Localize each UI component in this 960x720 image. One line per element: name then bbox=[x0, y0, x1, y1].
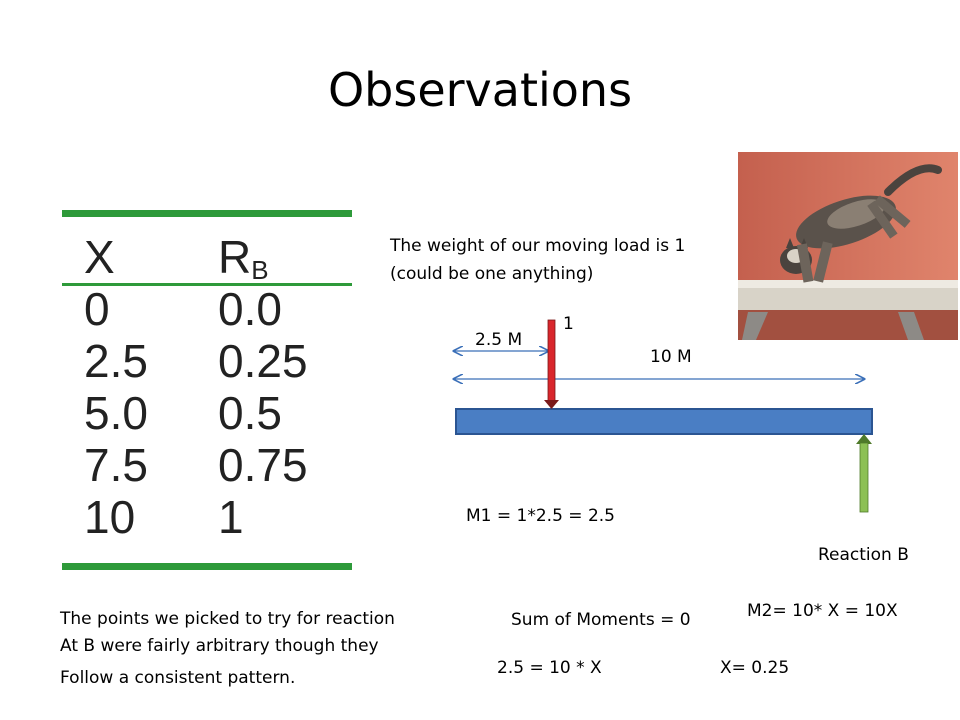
table-cell-x: 10 bbox=[84, 491, 136, 543]
table-header-r-subscript: B bbox=[251, 255, 269, 285]
table-bottom-rule bbox=[62, 563, 352, 570]
cat-on-beam-photo bbox=[738, 152, 958, 340]
table-header-r-main: R bbox=[218, 231, 252, 283]
moment1-equation: M1 = 1*2.5 = 2.5 bbox=[466, 506, 615, 526]
table-header-x: X bbox=[84, 231, 115, 283]
dimension-2-5m-label: 2.5 M bbox=[475, 330, 523, 350]
table-cell-rb: 1 bbox=[218, 491, 244, 543]
beam-diagram bbox=[440, 306, 890, 516]
load-description-line1: The weight of our moving load is 1 bbox=[390, 236, 686, 256]
table-cell-rb: 0.25 bbox=[218, 335, 308, 387]
reaction-b-label: Reaction B bbox=[818, 545, 909, 565]
observation-table: X RB 0 0.0 2.5 0.25 5.0 0.5 7.5 0.75 10 … bbox=[62, 210, 352, 570]
table-cell-rb: 0.75 bbox=[218, 439, 308, 491]
load-description-line2: (could be one anything) bbox=[390, 264, 594, 284]
table-header-rule bbox=[62, 283, 352, 286]
notes-line2: At B were fairly arbitrary though they bbox=[60, 636, 379, 656]
notes-line1: The points we picked to try for reaction bbox=[60, 609, 395, 629]
table-cell-x: 7.5 bbox=[84, 439, 148, 491]
table-cell-x: 2.5 bbox=[84, 335, 148, 387]
beam bbox=[455, 408, 873, 435]
sum-of-moments: Sum of Moments = 0 bbox=[511, 610, 691, 630]
table-cell-x: 5.0 bbox=[84, 387, 148, 439]
slide-title: Observations bbox=[327, 63, 633, 117]
load-magnitude-label: 1 bbox=[563, 314, 574, 334]
table-header-r: RB bbox=[218, 232, 269, 295]
table-top-rule bbox=[62, 210, 352, 217]
reaction-arrow bbox=[856, 434, 872, 513]
table-cell-x: 0 bbox=[84, 283, 110, 335]
dimension-10m-label: 10 M bbox=[650, 347, 692, 367]
table-cell-rb: 0.0 bbox=[218, 283, 282, 335]
balance-equation: 2.5 = 10 * X bbox=[497, 658, 602, 678]
load-arrow bbox=[544, 319, 559, 409]
notes-line3: Follow a consistent pattern. bbox=[60, 668, 296, 688]
moment2-equation: M2= 10* X = 10X bbox=[747, 601, 898, 621]
solution-x: X= 0.25 bbox=[720, 658, 790, 678]
table-cell-rb: 0.5 bbox=[218, 387, 282, 439]
